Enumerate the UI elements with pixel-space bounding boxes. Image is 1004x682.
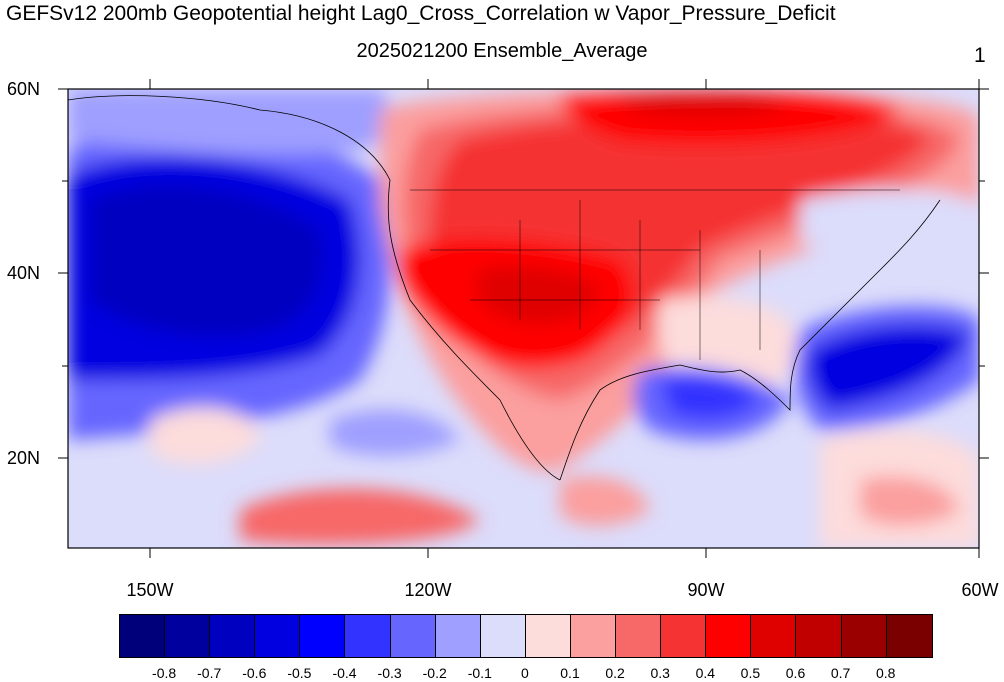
colorbar-swatch (300, 615, 346, 657)
colorbar-swatch (796, 615, 842, 657)
colorbar-swatch (525, 615, 571, 657)
colorbar-label: -0.4 (332, 665, 357, 681)
map-subtitle: 2025021200 Ensemble_Average (356, 40, 648, 62)
colorbar-swatch (210, 615, 256, 657)
colorbar-label: -0.1 (467, 665, 492, 681)
colorbar-label: 0.1 (560, 665, 580, 681)
colorbar-swatch (255, 615, 301, 657)
colorbar-label: 0.8 (875, 665, 896, 681)
colorbar-label: 0 (520, 665, 529, 681)
colorbar-swatch (570, 615, 617, 657)
axis-ticks (58, 79, 989, 558)
colorbar-label: 0.7 (830, 665, 851, 681)
colorbar-label: -0.2 (422, 665, 447, 681)
map-frame (67, 88, 980, 549)
lat-label-40n: 40N (6, 263, 40, 283)
lon-label-150w: 150W (126, 580, 174, 600)
colorbar-label: -0.7 (197, 665, 222, 681)
colorbar-label: 0.3 (650, 665, 670, 681)
colorbar-swatch (480, 615, 526, 657)
lon-label-60w: 60W (961, 580, 999, 600)
colorbar-swatch (661, 615, 707, 657)
colorbar-label: -0.6 (242, 665, 267, 681)
map-title: GEFSv12 200mb Geopotential height Lag0_C… (6, 2, 836, 25)
colorbar-label: -0.8 (152, 665, 177, 681)
colorbar-label: -0.5 (287, 665, 312, 681)
colorbar-swatch (435, 615, 481, 657)
colorbar-label: 0.2 (605, 665, 625, 681)
colorbar-swatch (751, 615, 797, 657)
colorbar-swatch (120, 615, 166, 657)
panel-number: 1 (974, 44, 986, 67)
colorbar-swatch (345, 615, 391, 657)
colorbar-label: 0.5 (740, 665, 761, 681)
colorbar-swatch (841, 615, 887, 657)
colorbar-swatch (616, 615, 662, 657)
lat-label-20n: 20N (6, 448, 40, 468)
colorbar-swatch (706, 615, 752, 657)
colorbar-label: 0.6 (785, 665, 806, 681)
lon-label-90w: 90W (687, 580, 725, 600)
coastlines (68, 95, 941, 481)
colorbar-swatch (886, 615, 932, 657)
lat-label-60n: 60N (6, 79, 40, 99)
colorbar-swatch (165, 615, 211, 657)
colorbar-label: 0.4 (695, 665, 716, 681)
colorbar-swatch (390, 615, 436, 657)
lon-label-120w: 120W (404, 580, 452, 600)
colorbar-label: -0.3 (377, 665, 402, 681)
correlation-field (68, 89, 979, 548)
colorbar (119, 614, 933, 658)
